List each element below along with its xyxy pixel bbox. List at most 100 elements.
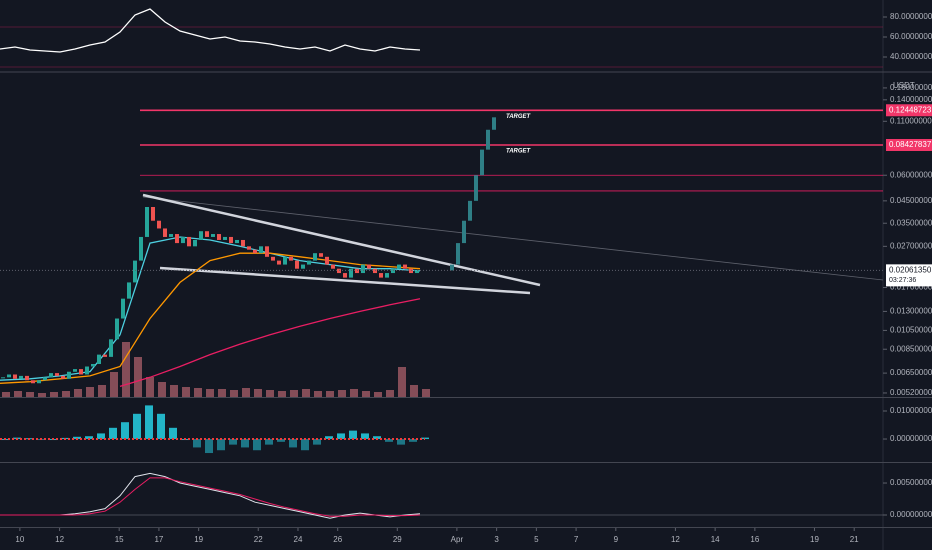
volume-bar	[290, 390, 298, 397]
volume-bar	[410, 385, 418, 397]
candle	[127, 282, 131, 299]
x-tick-label: 19	[810, 535, 819, 544]
macd-bar	[121, 422, 129, 440]
candle	[217, 234, 221, 240]
x-tick-label: 15	[115, 535, 124, 544]
volume-bar	[266, 390, 274, 397]
candle	[301, 264, 305, 269]
projection-candle	[462, 220, 466, 244]
oscillator-line	[0, 472, 421, 519]
candle	[25, 375, 29, 381]
y-tick-label: 0.06000000	[890, 170, 932, 179]
macd-bar	[157, 413, 165, 440]
candle	[121, 298, 125, 319]
candle	[271, 256, 275, 261]
candle	[103, 354, 107, 357]
candle	[247, 246, 251, 250]
candle	[13, 374, 17, 379]
x-tick-label: 22	[254, 535, 263, 544]
candle	[139, 236, 143, 261]
trend-line	[142, 196, 884, 281]
macd-bar	[97, 433, 105, 440]
candle	[7, 374, 11, 378]
y-tick-label: 0.01300000	[890, 307, 932, 316]
candle	[277, 260, 281, 265]
candle	[295, 260, 299, 269]
macd-bar	[217, 439, 225, 451]
volume-bar	[14, 391, 22, 397]
macd-bar	[397, 439, 405, 445]
candle	[241, 239, 245, 247]
volume-bar	[170, 385, 178, 397]
candle	[109, 339, 113, 357]
volume-bar	[302, 389, 310, 397]
candle	[151, 206, 155, 221]
volume-bar	[26, 392, 34, 397]
target-price-box	[886, 104, 932, 117]
moving-average	[119, 298, 421, 388]
target-price-label: 0.08427837	[889, 140, 932, 149]
candle	[55, 373, 59, 376]
macd-bar	[349, 430, 357, 440]
volume-bar	[242, 388, 250, 397]
macd-bar	[133, 413, 141, 440]
macd-bar	[409, 439, 417, 442]
macd-bar	[277, 439, 285, 442]
y-tick-label: 0.03500000	[890, 218, 932, 227]
volume-bar	[338, 390, 346, 397]
projection-candle	[456, 243, 460, 265]
y-tick-label: 0.16000000	[890, 83, 932, 92]
candle	[181, 236, 185, 244]
volume-bar	[86, 387, 94, 397]
candle	[199, 231, 203, 240]
annotation: TARGET	[506, 114, 532, 120]
candle	[163, 228, 167, 237]
volume-bar	[62, 391, 70, 397]
volume-bar	[314, 391, 322, 397]
target-price-label: 0.12448723	[889, 105, 932, 114]
macd-bar	[109, 427, 117, 440]
y-tick-label: 0.00000000	[890, 510, 932, 519]
volume-bar	[110, 372, 118, 397]
candle	[19, 375, 23, 379]
candle	[187, 236, 191, 247]
volume-bar	[122, 342, 130, 397]
candle	[85, 366, 89, 375]
candle	[403, 264, 407, 269]
candle	[337, 268, 341, 274]
candle	[169, 234, 173, 237]
macd-bar	[361, 433, 369, 440]
candle	[289, 256, 293, 261]
macd-bar	[373, 436, 381, 440]
y-tick-label: 0.02700000	[890, 241, 932, 250]
macd-bar	[241, 439, 249, 448]
rsi-line	[0, 8, 421, 53]
macd-bar	[265, 439, 273, 445]
candle	[349, 268, 353, 278]
macd-bar	[169, 427, 177, 440]
projection-candle	[492, 117, 496, 130]
candle	[361, 264, 365, 274]
volume-bar	[326, 391, 334, 397]
candle	[283, 256, 287, 265]
candle	[229, 236, 233, 244]
x-tick-label: 17	[154, 535, 163, 544]
candle	[265, 246, 269, 257]
volume-bar	[398, 367, 406, 397]
annotation: TARGET	[506, 149, 532, 155]
candle	[331, 264, 335, 269]
candle	[319, 253, 323, 257]
y-tick-label: 0.00520000	[890, 388, 932, 397]
candle	[379, 273, 383, 278]
volume-bar	[386, 390, 394, 397]
candle	[79, 369, 83, 375]
macd-bar	[289, 439, 297, 448]
candle	[133, 260, 137, 283]
volume-bar	[134, 357, 142, 397]
projection-candle	[486, 129, 490, 150]
x-tick-label: 24	[294, 535, 303, 544]
candle	[67, 371, 71, 379]
x-tick-label: 26	[333, 535, 342, 544]
candle	[175, 234, 179, 244]
candle	[259, 246, 263, 254]
